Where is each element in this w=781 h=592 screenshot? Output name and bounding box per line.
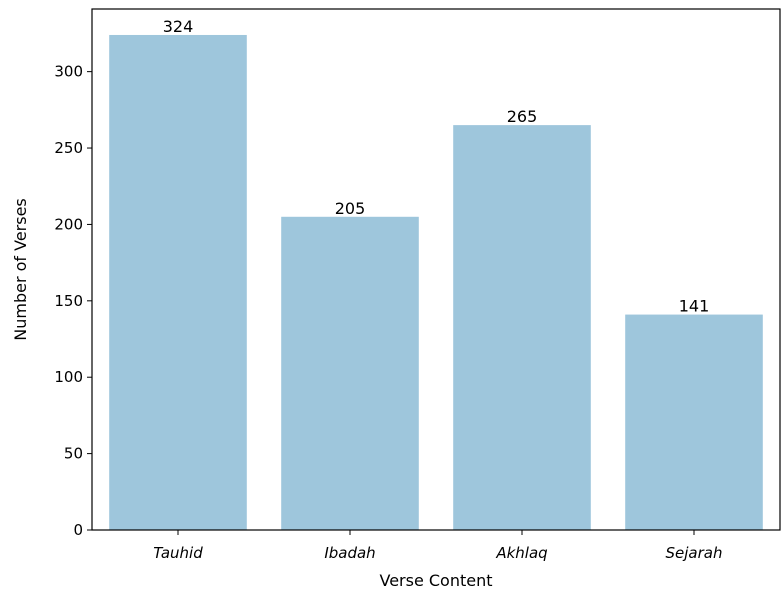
y-tick-label: 200 (54, 215, 83, 233)
bar-ibadah (281, 216, 419, 530)
plot-frame (91, 8, 781, 531)
bars-group (109, 34, 763, 531)
y-tick-label: 150 (54, 292, 83, 310)
y-tick-label: 0 (73, 521, 83, 539)
data-label-sejarah: 141 (679, 297, 710, 316)
y-tick-label: 100 (54, 368, 83, 386)
y-axis-label: Number of Verses (11, 198, 30, 341)
data-label-akhlaq: 265 (507, 107, 538, 126)
x-axis-ticks: Tauhid Ibadah Akhlaq Sejarah (153, 530, 722, 562)
data-labels-group: 324 205 265 141 (163, 17, 710, 316)
x-tick-label-akhlaq: Akhlaq (495, 544, 547, 562)
bar-tauhid (109, 34, 247, 531)
data-label-tauhid: 324 (163, 17, 194, 36)
y-axis-ticks: 0 50 100 150 200 250 300 (54, 63, 92, 539)
x-tick-label-tauhid: Tauhid (153, 544, 203, 562)
bar-sejarah (625, 314, 763, 530)
data-label-ibadah: 205 (335, 199, 366, 218)
x-axis-label: Verse Content (379, 571, 492, 590)
bar-akhlaq (453, 125, 591, 530)
x-tick-label-sejarah: Sejarah (666, 544, 723, 562)
y-tick-label: 50 (64, 445, 83, 463)
y-tick-label: 300 (54, 63, 83, 81)
x-tick-label-ibadah: Ibadah (324, 544, 375, 562)
y-tick-label: 250 (54, 139, 83, 157)
